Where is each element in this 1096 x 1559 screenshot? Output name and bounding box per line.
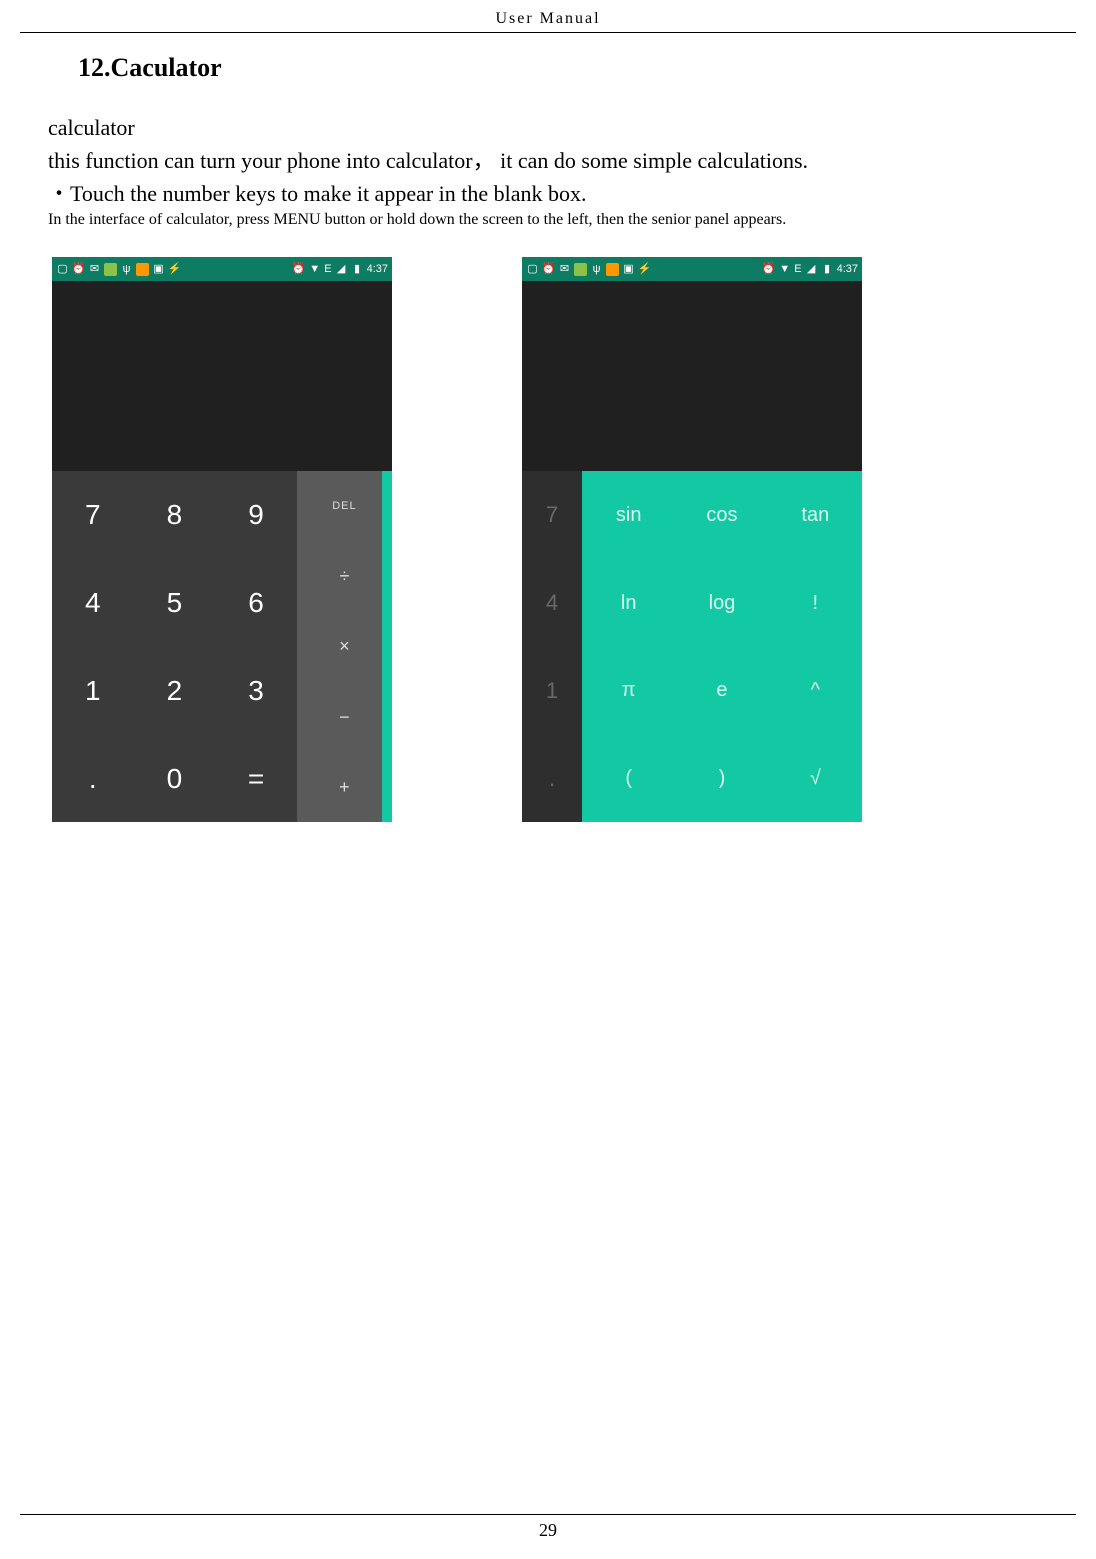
network-type: E <box>794 263 801 275</box>
key-5[interactable]: 5 <box>134 559 216 647</box>
key-4-dim[interactable]: 4 <box>522 559 582 647</box>
battery-icon: ▮ <box>351 263 364 276</box>
para-4: In the interface of calculator, press ME… <box>0 211 1086 229</box>
mail-icon: ✉ <box>88 263 101 276</box>
screenshot-icon: ▢ <box>56 263 69 276</box>
status-right-icons: ⏰ ▼ E ◢ ▮ 4:37 <box>292 263 388 276</box>
battery-icon: ▮ <box>821 263 834 276</box>
para-3: ・Touch the number keys to make it appear… <box>48 179 1086 210</box>
key-log[interactable]: log <box>675 559 768 647</box>
status-left-icons: ▢ ⏰ ✉ ψ ▣ ⚡ <box>526 263 651 276</box>
app-icon <box>104 263 117 276</box>
key-0[interactable]: 0 <box>134 735 216 823</box>
phone-screenshot-advanced: ▢ ⏰ ✉ ψ ▣ ⚡ ⏰ ▼ E ◢ ▮ 4:37 7 4 <box>522 257 862 822</box>
sms-icon: ▣ <box>622 263 635 276</box>
key-4[interactable]: 4 <box>52 559 134 647</box>
key-multiply[interactable]: × <box>297 612 392 682</box>
alarm-set-icon: ⏰ <box>292 263 305 276</box>
wifi-icon: ▼ <box>778 263 791 276</box>
alarm-icon: ⏰ <box>72 263 85 276</box>
key-sqrt[interactable]: √ <box>769 735 862 823</box>
status-left-icons: ▢ ⏰ ✉ ψ ▣ ⚡ <box>56 263 181 276</box>
key-del[interactable]: DEL <box>297 471 392 541</box>
key-1-dim[interactable]: 1 <box>522 647 582 735</box>
plug-icon: ⚡ <box>168 263 181 276</box>
network-type: E <box>324 263 331 275</box>
key-plus[interactable]: + <box>297 752 392 822</box>
plug-icon: ⚡ <box>638 263 651 276</box>
key-equals[interactable]: = <box>215 735 297 823</box>
header-title: User Manual <box>495 10 600 27</box>
phone-screenshot-basic: ▢ ⏰ ✉ ψ ▣ ⚡ ⏰ ▼ E ◢ ▮ 4:37 7 8 <box>52 257 392 822</box>
number-pad: 7 8 9 4 5 6 1 2 3 . 0 = <box>52 471 297 822</box>
operator-pad: DEL ÷ × − + <box>297 471 392 822</box>
key-sin[interactable]: sin <box>582 471 675 559</box>
key-factorial[interactable]: ! <box>769 559 862 647</box>
key-dot-dim[interactable]: . <box>522 735 582 823</box>
app-icon <box>574 263 587 276</box>
clock-text: 4:37 <box>367 263 388 275</box>
key-7-dim[interactable]: 7 <box>522 471 582 559</box>
para-2: this function can turn your phone into c… <box>48 146 1086 177</box>
para-1: calculator <box>48 113 1086 144</box>
calc-display[interactable] <box>522 281 862 471</box>
key-6[interactable]: 6 <box>215 559 297 647</box>
key-divide[interactable]: ÷ <box>297 542 392 612</box>
page-header: User Manual <box>0 0 1096 28</box>
alarm-set-icon: ⏰ <box>762 263 775 276</box>
keypad: 7 8 9 4 5 6 1 2 3 . 0 = DEL ÷ × − + <box>52 471 392 822</box>
usb-icon: ψ <box>120 263 133 276</box>
key-ln[interactable]: ln <box>582 559 675 647</box>
key-2[interactable]: 2 <box>134 647 216 735</box>
key-e[interactable]: e <box>675 647 768 735</box>
page-number: 29 <box>0 1520 1096 1541</box>
usb-icon: ψ <box>590 263 603 276</box>
screenshots-row: ▢ ⏰ ✉ ψ ▣ ⚡ ⏰ ▼ E ◢ ▮ 4:37 7 8 <box>52 257 1096 822</box>
key-8[interactable]: 8 <box>134 471 216 559</box>
signal-icon: ◢ <box>805 263 818 276</box>
key-pi[interactable]: π <box>582 647 675 735</box>
clock-text: 4:37 <box>837 263 858 275</box>
sms-icon: ▣ <box>152 263 165 276</box>
advanced-panel-handle[interactable] <box>382 471 392 822</box>
wifi-icon: ▼ <box>308 263 321 276</box>
alarm-icon: ⏰ <box>542 263 555 276</box>
key-1[interactable]: 1 <box>52 647 134 735</box>
status-right-icons: ⏰ ▼ E ◢ ▮ 4:37 <box>762 263 858 276</box>
key-7[interactable]: 7 <box>52 471 134 559</box>
notif-icon <box>136 263 149 276</box>
key-dot[interactable]: . <box>52 735 134 823</box>
key-lparen[interactable]: ( <box>582 735 675 823</box>
keypad-advanced: 7 4 1 . sin cos tan ln log ! π e ^ ( ) √ <box>522 471 862 822</box>
notif-icon <box>606 263 619 276</box>
signal-icon: ◢ <box>335 263 348 276</box>
key-9[interactable]: 9 <box>215 471 297 559</box>
status-bar: ▢ ⏰ ✉ ψ ▣ ⚡ ⏰ ▼ E ◢ ▮ 4:37 <box>522 257 862 281</box>
number-column-hidden: 7 4 1 . <box>522 471 582 822</box>
key-power[interactable]: ^ <box>769 647 862 735</box>
key-cos[interactable]: cos <box>675 471 768 559</box>
body-text: calculator this function can turn your p… <box>48 113 1086 209</box>
screenshot-icon: ▢ <box>526 263 539 276</box>
key-rparen[interactable]: ) <box>675 735 768 823</box>
header-rule <box>20 32 1076 33</box>
calc-display[interactable] <box>52 281 392 471</box>
section-title: 12.Caculator <box>78 53 1096 83</box>
mail-icon: ✉ <box>558 263 571 276</box>
footer-rule <box>20 1514 1076 1515</box>
status-bar: ▢ ⏰ ✉ ψ ▣ ⚡ ⏰ ▼ E ◢ ▮ 4:37 <box>52 257 392 281</box>
scientific-pad: sin cos tan ln log ! π e ^ ( ) √ <box>582 471 862 822</box>
key-tan[interactable]: tan <box>769 471 862 559</box>
key-3[interactable]: 3 <box>215 647 297 735</box>
key-minus[interactable]: − <box>297 682 392 752</box>
